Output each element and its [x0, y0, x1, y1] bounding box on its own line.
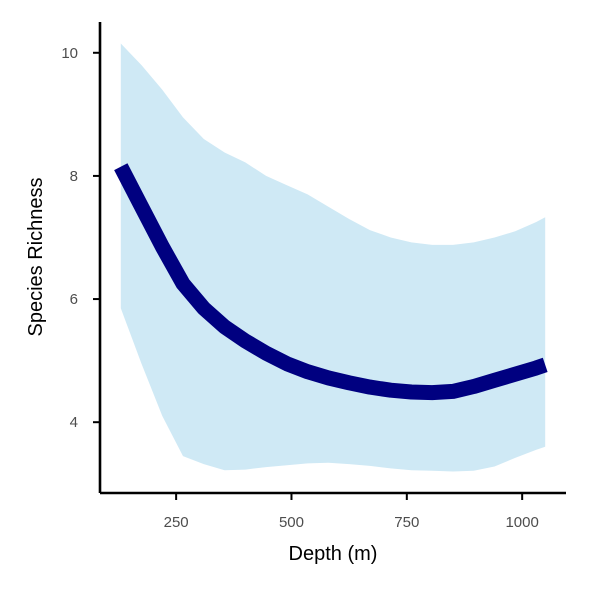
x-tick-label: 250 [164, 514, 189, 531]
series-line-0 [114, 163, 548, 401]
y-tick-label: 8 [70, 168, 78, 185]
y-tick-label: 4 [70, 414, 78, 431]
x-tick-label: 500 [279, 514, 304, 531]
confidence-ribbon [120, 43, 546, 472]
axes: 250 500 750 1000 4 6 8 10 [61, 22, 566, 531]
y-tick-label: 6 [70, 291, 78, 308]
x-tick-label: 750 [394, 514, 419, 531]
y-axis-title: Species Richness [25, 178, 47, 337]
x-tick-label: 1000 [505, 514, 538, 531]
y-tick-label: 10 [61, 45, 78, 62]
plot-area [114, 43, 548, 472]
x-axis-title: Depth (m) [289, 543, 378, 565]
